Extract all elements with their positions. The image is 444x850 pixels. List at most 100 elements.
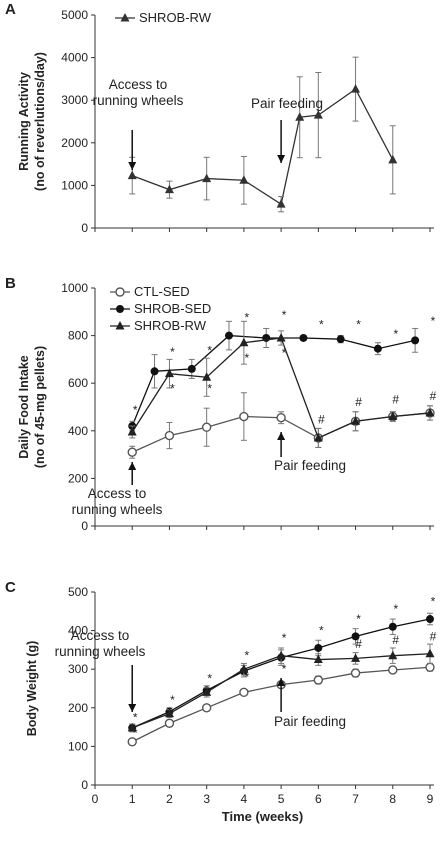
y-tick-label: 500 [68, 585, 88, 599]
significance-mark: * [170, 382, 175, 396]
filled-circle-marker [426, 615, 434, 624]
triangle-marker [425, 648, 435, 658]
annotation-text: running wheels [93, 93, 184, 108]
y-axis-label: Running Activity [17, 72, 31, 171]
triangle-marker [276, 199, 286, 208]
annotation-text: Access to [109, 77, 168, 92]
significance-mark: * [133, 726, 138, 740]
triangle-marker [202, 372, 212, 381]
annotation-arrowhead [277, 678, 286, 686]
y-tick-label: 1000 [61, 281, 88, 295]
y-tick-label: 800 [68, 329, 88, 343]
triangle-marker [164, 184, 174, 194]
triangle-marker [313, 654, 323, 664]
triangle-marker [164, 368, 174, 378]
filled-circle-marker [150, 367, 159, 376]
annotation-text: Access to [88, 486, 147, 501]
triangle-marker [313, 110, 323, 119]
significance-mark: * [245, 351, 250, 365]
y-tick-label: 2000 [61, 136, 88, 150]
open-circle-marker [276, 413, 286, 423]
y-tick-label: 400 [68, 424, 88, 438]
y-tick-label: 0 [81, 221, 88, 235]
significance-mark: * [282, 662, 287, 676]
y-axis-label: (no of 45-mg pellets) [33, 346, 47, 468]
legend-label: SHROB-RW [134, 318, 207, 333]
open-circle-marker [388, 665, 398, 675]
significance-mark: # [355, 637, 362, 651]
open-circle-marker [201, 703, 212, 713]
triangle-marker [388, 154, 398, 164]
panel-letter: B [5, 275, 16, 292]
y-tick-label: 1000 [61, 178, 88, 192]
triangle-marker [388, 411, 398, 421]
x-tick-label: 1 [129, 792, 136, 806]
significance-mark: * [133, 403, 138, 417]
panel-A: A 0 1000 2000 3000 4000 5000 Running Activity (n… [5, 1, 434, 235]
significance-mark: # [355, 395, 362, 409]
open-circle-marker [239, 411, 249, 422]
filled-circle-marker [388, 622, 397, 631]
triangle-marker [202, 687, 212, 696]
annotation-text: Pair feeding [274, 714, 346, 729]
annotation-arrowhead [128, 462, 137, 470]
significance-mark: * [133, 710, 138, 724]
triangle-marker [127, 426, 137, 436]
y-tick-label: 5000 [61, 8, 88, 22]
open-circle-marker [164, 430, 175, 441]
series-shrob-sed [128, 320, 420, 432]
open-circle-marker [313, 675, 324, 685]
legend-label: CTL-SED [134, 284, 190, 299]
triangle-marker [388, 650, 398, 660]
y-tick-label: 300 [68, 662, 88, 676]
significance-mark: * [282, 631, 287, 645]
triangle-marker [351, 84, 361, 93]
y-tick-label: 100 [68, 739, 88, 753]
legend-label: SHROB-SED [134, 301, 211, 316]
x-tick-label: 3 [203, 792, 210, 806]
triangle-marker [239, 175, 249, 184]
triangle-marker [202, 173, 212, 183]
significance-mark: * [207, 344, 212, 358]
significance-mark: * [282, 346, 287, 360]
legend: SHROB-RW [115, 10, 212, 25]
y-tick-label: 0 [81, 519, 88, 533]
significance-mark: * [207, 382, 212, 396]
panel-B: B 0 200 400 600 800 1000 Daily Food Intake (no o… [5, 275, 437, 533]
annotation-text: running wheels [55, 644, 146, 659]
triangle-marker [313, 432, 323, 442]
series-shrob-rw [127, 320, 435, 448]
x-tick-label: 7 [352, 792, 359, 806]
y-axis-label: Body Weight (g) [25, 641, 39, 737]
triangle-marker [239, 337, 249, 347]
triangle-marker [351, 416, 361, 425]
triangle-marker [276, 332, 286, 342]
x-tick-label: 0 [92, 792, 99, 806]
significance-mark: * [431, 314, 436, 328]
filled-circle-marker [225, 331, 233, 340]
significance-mark: * [431, 595, 436, 609]
filled-circle-marker [351, 632, 360, 641]
significance-mark: * [207, 672, 212, 686]
open-circle-marker [201, 422, 212, 432]
y-axis-label: (no of reverlutions/day) [33, 52, 47, 191]
y-tick-label: 0 [81, 778, 88, 792]
y-axis-label: Daily Food Intake [17, 355, 31, 459]
filled-circle-marker [299, 333, 308, 342]
legend: CTL-SED SHROB-SED SHROB-RW [110, 284, 211, 333]
filled-circle-marker [314, 643, 323, 652]
filled-circle-marker [411, 336, 420, 345]
significance-mark: * [245, 310, 250, 324]
significance-mark: # [318, 413, 325, 427]
annotation-text: Pair feeding [251, 96, 323, 111]
open-circle-marker [239, 687, 249, 698]
annotation-arrowhead [128, 162, 137, 170]
significance-mark: # [392, 633, 399, 647]
triangle-marker [127, 722, 137, 732]
filled-circle-marker [373, 344, 382, 353]
annotation-text: Pair feeding [274, 458, 346, 473]
annotation-text: running wheels [72, 502, 163, 517]
